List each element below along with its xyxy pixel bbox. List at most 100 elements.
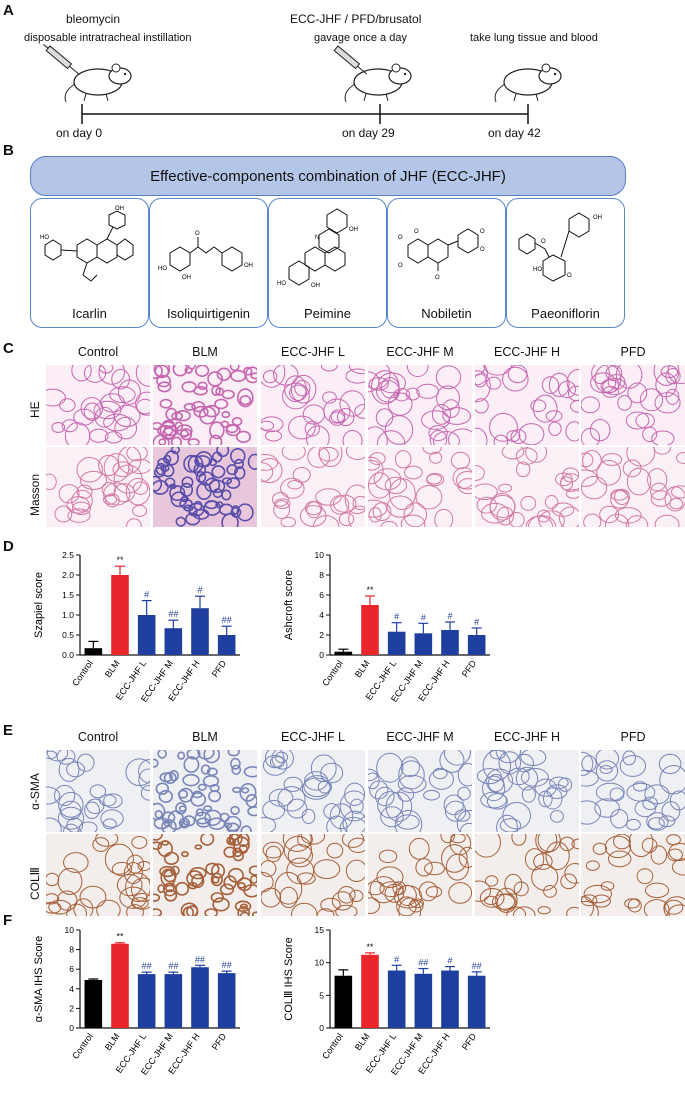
syringe-icon [43,44,80,75]
y-tick-label: 2 [69,1003,74,1013]
significance-label: ## [222,615,232,625]
compound-box-icarlin: HO OH Icarlin [30,198,149,328]
col3-image-2 [153,834,257,916]
svg-text:OH: OH [115,206,124,212]
bar-5 [191,967,209,1028]
significance-label: ** [366,585,374,595]
col-label: BLM [192,345,218,359]
y-tick-label: 0 [319,650,324,660]
label-instillation: disposable intratracheal instillation [24,32,192,44]
bar-6 [467,975,486,1028]
svg-text:O: O [567,273,572,279]
col-label: ECC-JHF L [281,345,345,359]
asma-image-2 [153,750,257,832]
y-tick-label: 0.5 [62,630,74,640]
bar-6 [217,635,236,655]
bar-5 [441,970,459,1028]
svg-text:O: O [480,247,485,253]
significance-label: # [474,617,479,627]
significance-label: # [394,954,399,964]
svg-text:HO: HO [533,267,542,273]
label-gavage: gavage once a day [314,32,407,44]
label-day42: on day 42 [488,126,541,140]
col-label: ECC-JHF L [281,730,345,744]
compound-box-nobiletin: O O O O O O Nobiletin [387,198,506,328]
asma-image-1 [46,750,150,832]
y-tick-label: 4 [69,984,74,994]
x-tick-label: PFD [460,1031,479,1052]
svg-text:O: O [414,229,419,235]
y-tick-label: 0 [319,1023,324,1033]
panel-letter-a: A [3,2,14,19]
col-label: PFD [620,345,646,359]
bar-2 [111,943,129,1028]
col3-image-5 [475,834,579,916]
row-label-masson: Masson [28,473,42,516]
masson-image-3 [261,447,365,527]
compound-name: Nobiletin [421,306,472,321]
svg-text:HO: HO [277,281,286,287]
panel-letter-e: E [3,722,14,739]
label-bleomycin: bleomycin [66,12,121,26]
svg-text:O: O [398,235,403,241]
row-label-col3: COLⅢ [28,867,42,900]
masson-image-1 [46,447,150,527]
compound-name: Isoliquirtigenin [166,306,251,321]
col3-image-1 [46,834,150,916]
bar-1 [84,648,103,655]
significance-label: ## [168,961,178,971]
he-image-1 [46,365,150,445]
bar-6 [467,635,486,655]
bar-4 [164,628,183,655]
x-tick-label: BLM [103,1031,122,1052]
bar-2 [111,575,129,655]
ecc-jhf-banner: Effective-components combination of JHF … [30,156,626,196]
label-harvest: take lung tissue and blood [470,32,598,44]
y-tick-label: 6 [319,590,324,600]
svg-text:N: N [315,235,319,241]
y-tick-label: 5 [319,990,324,1000]
y-tick-label: 4 [319,610,324,620]
mouse-icon [494,63,562,103]
icarlin-structure-icon: HO OH [40,206,134,282]
bar-1 [334,651,353,655]
significance-label: ** [116,555,124,565]
svg-text:OH: OH [311,283,320,289]
svg-text:HO: HO [40,235,49,241]
x-tick-label: BLM [353,1031,372,1052]
significance-label: # [144,590,149,600]
y-tick-label: 8 [319,570,324,580]
svg-text:OH: OH [593,215,602,221]
label-day29: on day 29 [342,126,395,140]
bar-3 [137,974,156,1028]
svg-text:O: O [398,263,403,269]
svg-text:O: O [480,229,485,235]
bar-3 [387,631,406,655]
significance-label: # [447,956,452,966]
y-tick-label: 15 [315,925,325,935]
he-image-4 [368,365,472,445]
col3-image-6 [581,834,685,916]
significance-label: # [394,612,399,622]
y-axis-label: α-SMA IHS Score [33,936,45,1022]
y-tick-label: 2 [319,630,324,640]
y-tick-label: 8 [69,945,74,955]
col3-image-4 [368,834,472,916]
he-image-3 [261,365,365,445]
col-label: ECC-JHF M [386,730,454,744]
y-tick-label: 10 [315,958,325,968]
x-tick-label: Control [320,1031,345,1061]
nobiletin-structure-icon: O O O O O O [398,228,485,281]
y-axis-label: COLⅢ IHS Score [283,937,295,1020]
he-image-5 [475,365,579,445]
significance-label: ## [418,958,428,968]
bar-1 [334,975,353,1028]
svg-text:O: O [435,275,440,281]
compound-name: Paeoniflorin [531,306,600,321]
y-tick-label: 1.0 [62,610,74,620]
compound-box-peimine: OH N HO OH Peimine [268,198,387,328]
he-image-2 [153,365,257,445]
